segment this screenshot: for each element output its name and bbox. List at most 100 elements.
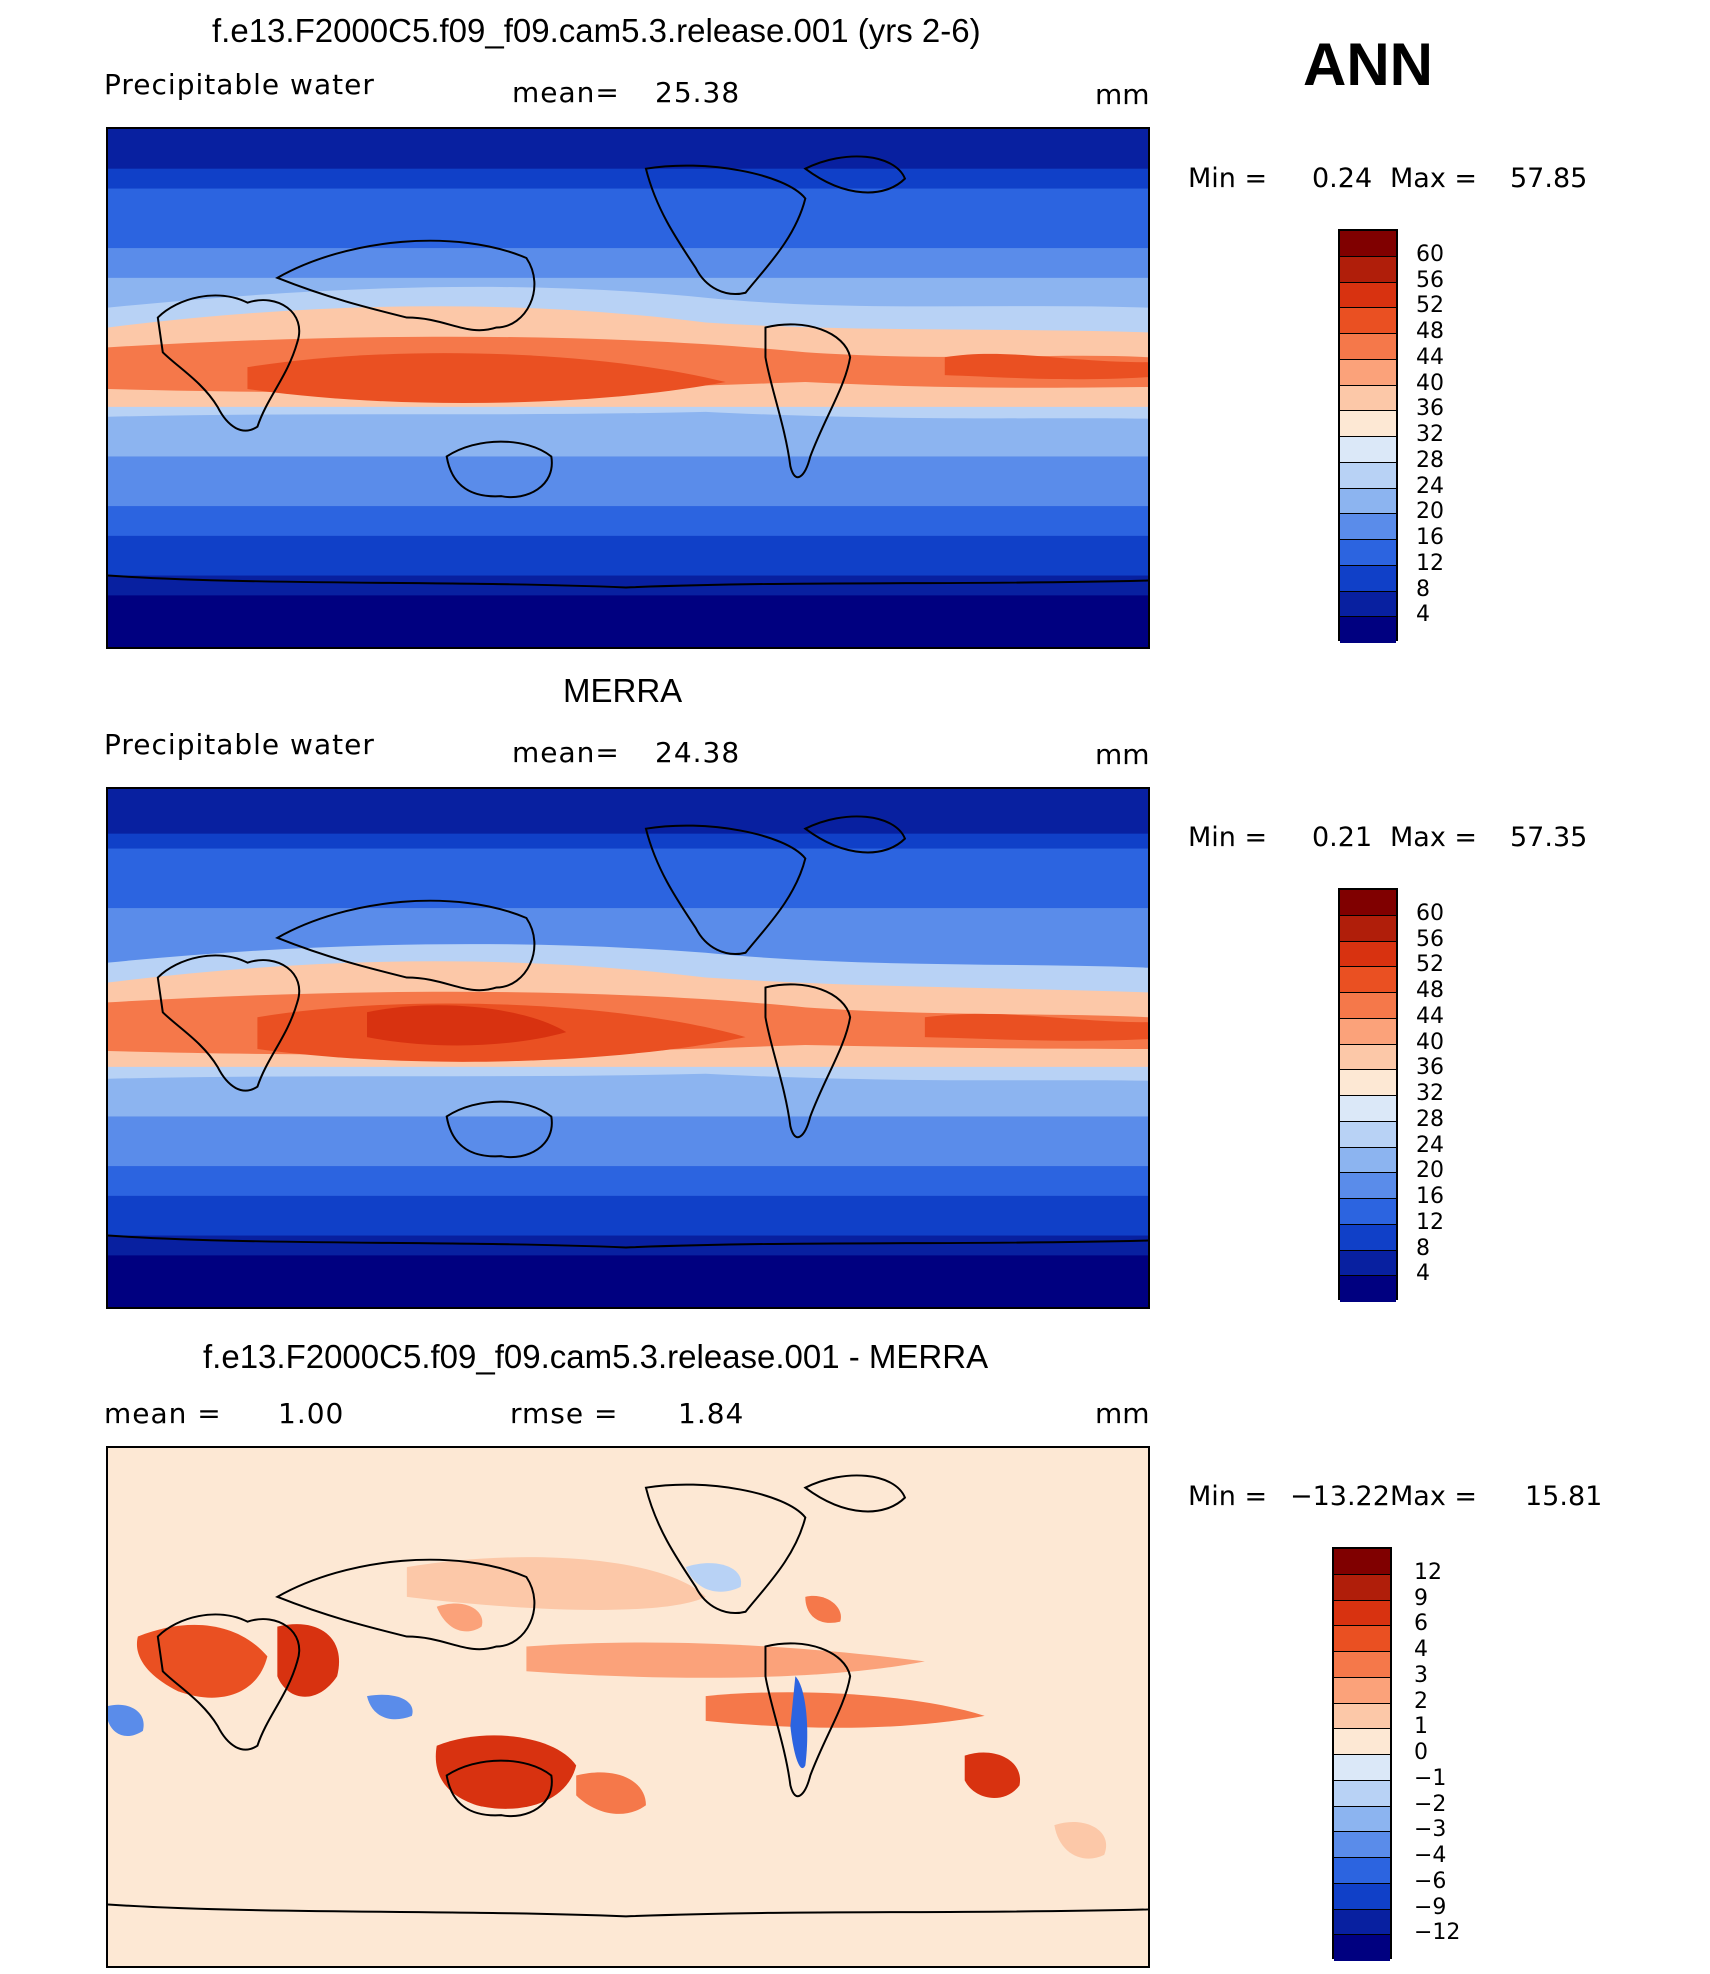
colorbar-tick-label: 60 [1416, 241, 1444, 267]
colorbar-tick-label: 24 [1416, 473, 1444, 499]
colorbar-tick-label: 52 [1416, 952, 1444, 978]
panel-2-mean-value: 24.38 [655, 736, 741, 769]
panel-1-mean-label: mean= [512, 76, 620, 109]
colorbar-swatch [1340, 1199, 1396, 1225]
colorbar-tick-label: 12 [1416, 1209, 1444, 1235]
colorbar-swatch [1340, 1276, 1396, 1302]
panel-3-min-label: Min = [1188, 1481, 1268, 1512]
colorbar-swatch [1340, 514, 1396, 540]
colorbar-tick-label: −4 [1414, 1843, 1447, 1868]
colorbar-tick-label: 36 [1416, 1055, 1444, 1081]
colorbar-tick-label: −1 [1414, 1765, 1447, 1791]
panel-3-mean-value: 1.00 [278, 1397, 345, 1430]
colorbar-swatch [1340, 488, 1396, 515]
colorbar-swatch [1340, 334, 1396, 360]
panel-3-units: mm [1095, 1397, 1150, 1430]
colorbar-tick-label: 20 [1416, 1158, 1444, 1184]
colorbar-swatch [1340, 411, 1396, 437]
panel-2-colorbar [1338, 888, 1398, 1302]
panel-2-min-label: Min = [1188, 822, 1268, 853]
colorbar-swatch [1334, 1806, 1390, 1833]
panel-1-title: f.e13.F2000C5.f09_f09.cam5.3.release.001… [212, 12, 981, 49]
colorbar-swatch [1340, 565, 1396, 592]
colorbar-tick-label: 16 [1416, 1184, 1444, 1209]
panel-3-max-value: 15.81 [1525, 1481, 1603, 1512]
colorbar-swatch [1334, 1729, 1390, 1755]
colorbar-swatch [1340, 1224, 1396, 1251]
colorbar-tick-label: −3 [1414, 1817, 1447, 1843]
panel-3-max-label: Max = [1390, 1481, 1478, 1512]
panel-2-pw-field [108, 789, 1148, 1307]
colorbar-swatch [1340, 1018, 1396, 1045]
panel-1-colorbar [1338, 229, 1398, 643]
panel-3-map [106, 1446, 1150, 1968]
colorbar-tick-label: 12 [1416, 550, 1444, 576]
colorbar-swatch [1334, 1574, 1390, 1601]
colorbar-swatch [1340, 385, 1396, 412]
colorbar-swatch [1334, 1858, 1390, 1884]
colorbar-tick-label: 2 [1414, 1688, 1428, 1714]
colorbar-tick-label: 32 [1416, 1081, 1444, 1106]
colorbar-swatch [1334, 1652, 1390, 1678]
colorbar-swatch [1340, 231, 1396, 257]
colorbar-swatch [1340, 437, 1396, 463]
colorbar-tick-label: 32 [1416, 422, 1444, 447]
panel-3-colorbar [1332, 1547, 1392, 1961]
colorbar-tick-label: 48 [1416, 319, 1444, 344]
colorbar-swatch [1340, 617, 1396, 643]
colorbar-swatch [1340, 941, 1396, 968]
colorbar-swatch [1340, 1096, 1396, 1122]
panel-1-mean-value: 25.38 [655, 76, 741, 109]
colorbar-tick-label: 16 [1416, 525, 1444, 550]
colorbar-swatch [1334, 1935, 1390, 1961]
panel-3-title: f.e13.F2000C5.f09_f09.cam5.3.release.001… [203, 1338, 989, 1375]
colorbar-swatch [1340, 890, 1396, 916]
colorbar-swatch [1340, 1044, 1396, 1071]
panel-3-mean-label: mean = [104, 1397, 222, 1430]
colorbar-tick-label: 9 [1414, 1585, 1428, 1611]
colorbar-tick-label: 40 [1416, 1029, 1444, 1055]
colorbar-swatch [1334, 1909, 1390, 1936]
colorbar-swatch [1340, 540, 1396, 566]
colorbar-swatch [1334, 1549, 1390, 1575]
panel-2-max-label: Max = [1390, 822, 1478, 853]
panel-2-mean-label: mean= [512, 736, 620, 769]
colorbar-tick-label: 52 [1416, 293, 1444, 319]
colorbar-swatch [1334, 1600, 1390, 1627]
colorbar-swatch [1340, 282, 1396, 309]
panel-2-min-value: 0.21 [1312, 822, 1373, 853]
colorbar-swatch [1340, 359, 1396, 386]
colorbar-tick-label: 4 [1416, 1261, 1430, 1287]
panel-2-map [106, 787, 1150, 1309]
colorbar-swatch [1340, 1147, 1396, 1174]
colorbar-swatch [1334, 1780, 1390, 1807]
panel-3-min-value: −13.22 [1290, 1481, 1390, 1512]
colorbar-tick-label: −9 [1414, 1894, 1447, 1920]
colorbar-swatch [1334, 1832, 1390, 1858]
panel-1-min-label: Min = [1188, 163, 1268, 194]
colorbar-tick-label: 40 [1416, 370, 1444, 396]
colorbar-tick-label: 20 [1416, 499, 1444, 525]
colorbar-swatch [1334, 1703, 1390, 1730]
colorbar-tick-label: 6 [1414, 1611, 1428, 1637]
colorbar-swatch [1340, 256, 1396, 283]
colorbar-swatch [1340, 308, 1396, 334]
panel-3-rmse-label: rmse = [510, 1397, 619, 1430]
panel-1-variable-label: Precipitable water [104, 68, 375, 101]
colorbar-tick-label: 12 [1414, 1559, 1442, 1585]
colorbar-tick-label: 56 [1416, 267, 1444, 293]
colorbar-swatch [1340, 915, 1396, 942]
colorbar-tick-label: 4 [1416, 602, 1430, 628]
colorbar-tick-label: 1 [1414, 1714, 1428, 1740]
colorbar-swatch [1340, 1070, 1396, 1096]
colorbar-tick-label: 24 [1416, 1132, 1444, 1158]
colorbar-tick-label: 56 [1416, 926, 1444, 952]
colorbar-swatch [1334, 1883, 1390, 1910]
colorbar-tick-label: 3 [1414, 1662, 1428, 1688]
colorbar-swatch [1334, 1755, 1390, 1781]
colorbar-swatch [1340, 462, 1396, 489]
colorbar-tick-label: 44 [1416, 344, 1444, 370]
colorbar-tick-label: 48 [1416, 978, 1444, 1003]
colorbar-swatch [1340, 1121, 1396, 1148]
colorbar-tick-label: 28 [1416, 447, 1444, 473]
